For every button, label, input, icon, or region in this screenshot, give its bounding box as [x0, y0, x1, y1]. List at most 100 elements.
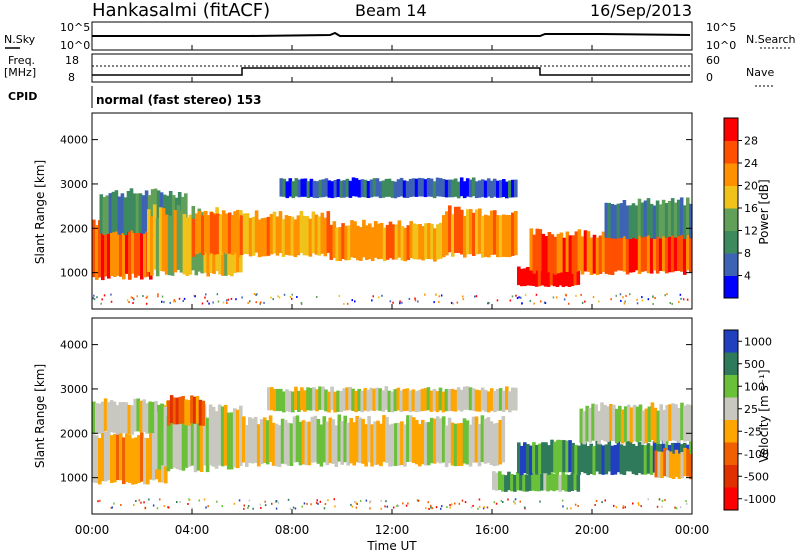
- scatter-speck: [661, 499, 664, 502]
- echo-cell: [456, 423, 461, 466]
- echo-cell: [673, 229, 678, 272]
- scatter-speck: [518, 296, 520, 299]
- echo-cell: [492, 471, 496, 490]
- echo-cell: [663, 448, 667, 477]
- echo-cell: [299, 211, 304, 253]
- scatter-speck: [452, 302, 454, 305]
- echo-cell: [140, 432, 144, 482]
- echo-cell: [529, 228, 534, 271]
- scatter-speck: [264, 504, 267, 507]
- echo-cell: [364, 424, 368, 467]
- echo-cell: [543, 269, 548, 287]
- scatter-speck: [163, 505, 165, 507]
- echo-cell: [378, 181, 383, 199]
- echo-cell: [436, 224, 440, 260]
- echo-cell: [201, 215, 205, 256]
- echo-cell: [534, 269, 539, 287]
- scatter-speck: [636, 298, 638, 301]
- colorbar-segment: [724, 230, 738, 254]
- scatter-speck: [472, 504, 474, 507]
- scatter-speck: [675, 507, 678, 510]
- noise-search-label: N.Search: [746, 33, 796, 46]
- scatter-speck: [259, 302, 261, 305]
- scatter-speck: [380, 499, 382, 502]
- echo-cell: [306, 181, 311, 198]
- echo-cell: [562, 440, 566, 473]
- scatter-speck: [208, 302, 210, 305]
- echo-cell: [480, 387, 485, 411]
- echo-cell: [267, 387, 271, 411]
- echo-cell: [163, 406, 168, 467]
- scatter-speck: [449, 504, 451, 507]
- colorbar-segment: [724, 397, 738, 421]
- echo-cell: [137, 216, 141, 276]
- echo-cell: [589, 237, 594, 275]
- echo-cell: [438, 178, 443, 197]
- echo-cell: [576, 474, 581, 492]
- echo-cell: [637, 441, 642, 473]
- scatter-speck: [488, 301, 490, 304]
- echo-cell: [625, 438, 630, 472]
- echo-cell: [342, 388, 346, 411]
- echo-cell: [312, 387, 316, 411]
- colorbar-segment: [724, 118, 738, 141]
- echo-cell: [135, 193, 140, 233]
- echo-cell: [373, 421, 377, 465]
- echo-cell: [676, 199, 681, 237]
- scatter-speck: [92, 297, 95, 300]
- echo-cell: [97, 403, 102, 434]
- scatter-speck: [222, 301, 225, 304]
- freq-trace: [92, 67, 690, 76]
- echo-cell: [120, 193, 125, 233]
- power-y-axis-label: Slant Range [km]: [33, 160, 47, 264]
- echo-cell: [441, 416, 446, 463]
- echo-cell: [501, 474, 505, 492]
- echo-cell: [188, 214, 193, 275]
- echo-cell: [564, 268, 569, 287]
- scatter-speck: [143, 501, 145, 504]
- echo-cell: [269, 214, 274, 255]
- scatter-speck: [664, 499, 666, 502]
- echo-cell: [154, 412, 159, 470]
- scatter-speck: [103, 294, 106, 297]
- echo-cell: [417, 390, 422, 412]
- echo-cell: [160, 404, 165, 466]
- echo-cell: [679, 197, 684, 235]
- y-tick-label: 4000: [60, 339, 88, 352]
- echo-cell: [447, 417, 452, 464]
- freq-panel: Freq. [MHz] 18 8 60 0 Nave: [4, 53, 775, 87]
- echo-cell: [580, 236, 585, 275]
- echo-cell: [121, 402, 126, 434]
- scatter-speck: [110, 300, 113, 303]
- echo-cell: [668, 404, 672, 441]
- echo-cell: [423, 388, 428, 411]
- echo-cell: [339, 391, 343, 413]
- velocity-echo-marks: [92, 386, 693, 510]
- echo-cell: [671, 403, 675, 441]
- echo-cell: [594, 404, 598, 441]
- echo-cell: [303, 390, 307, 412]
- echo-cell: [601, 231, 606, 273]
- echo-cell: [390, 180, 395, 198]
- scatter-speck: [405, 504, 408, 507]
- echo-cell: [294, 386, 298, 410]
- scatter-speck: [392, 301, 394, 304]
- scatter-speck: [623, 302, 626, 305]
- scatter-speck: [686, 298, 689, 301]
- scatter-speck: [316, 296, 318, 298]
- echo-cell: [465, 420, 470, 465]
- scatter-speck: [255, 301, 257, 304]
- echo-cell: [317, 216, 322, 256]
- echo-cell: [616, 228, 621, 271]
- echo-cell: [324, 178, 329, 197]
- noise-trace: [92, 31, 691, 37]
- echo-cell: [597, 411, 601, 445]
- echo-cell: [328, 417, 333, 464]
- scatter-speck: [656, 505, 659, 508]
- echo-cell: [239, 215, 244, 255]
- scatter-speck: [283, 293, 286, 296]
- scatter-speck: [539, 500, 541, 503]
- scatter-speck: [353, 500, 356, 503]
- scatter-speck: [636, 302, 639, 305]
- scatter-speck: [435, 293, 437, 296]
